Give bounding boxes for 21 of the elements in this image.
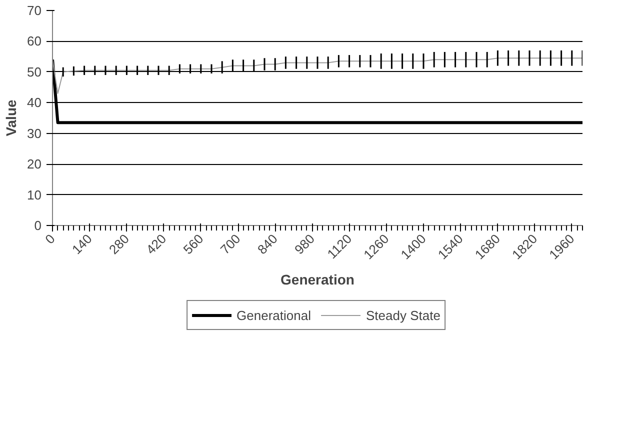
x-tick-label: 700: [217, 231, 244, 258]
y-tick-label: 50: [27, 64, 42, 80]
x-tick-label: 140: [68, 231, 95, 258]
x-tick-label: 420: [143, 231, 170, 258]
x-tick-label: 560: [180, 231, 206, 258]
x-tick-label: 980: [292, 231, 318, 258]
line-series: [52, 58, 582, 94]
legend-label: Generational: [236, 308, 311, 322]
y-axis-title: Value: [3, 99, 20, 136]
y-tick-label: 10: [27, 187, 42, 202]
y-tick-label: 30: [27, 126, 42, 141]
x-tick-label: 840: [254, 231, 280, 258]
legend-label: Steady State: [366, 308, 440, 322]
y-tick-label: 40: [27, 95, 42, 110]
x-tick-label: 0: [42, 231, 58, 247]
y-tick-label: 0: [34, 218, 42, 233]
x-tick-label: 280: [106, 231, 132, 258]
y-tick-label: 70: [27, 3, 42, 18]
y-tick-label: 20: [27, 156, 42, 172]
y-tick-label: 60: [27, 34, 42, 49]
x-axis-title: Generation: [280, 271, 354, 288]
